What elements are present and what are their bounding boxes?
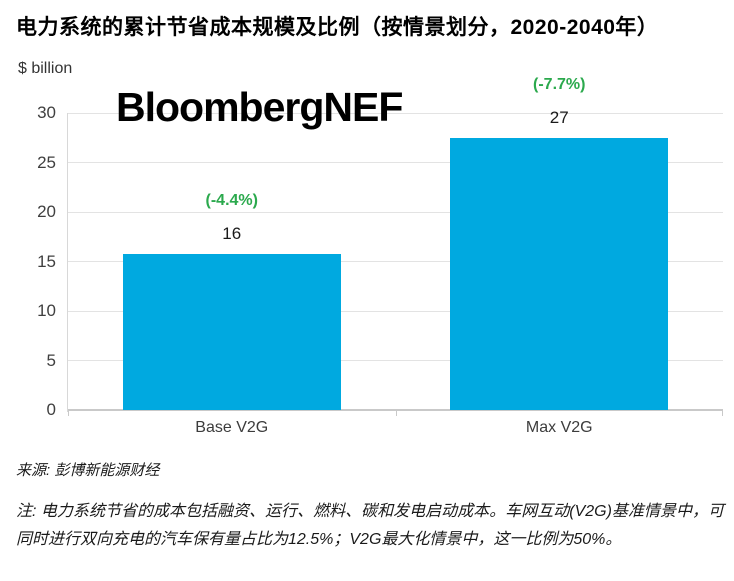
note-text: 注: 电力系统节省的成本包括融资、运行、燃料、碳和发电启动成本。车网互动(V2G… (16, 503, 724, 548)
x-axis-label-max-v2g: Max V2G (525, 419, 593, 436)
gridline-20 (68, 211, 723, 213)
y-tick-label-0: 0 (46, 400, 56, 419)
gridline-10 (68, 310, 723, 312)
x-axis-tick (68, 410, 69, 416)
bar-max-v2g (450, 137, 669, 410)
bar-base-v2g (122, 253, 341, 410)
gridline-15 (68, 261, 723, 262)
y-axis-line (67, 113, 68, 412)
source-line: 来源: 彭博新能源财经 (16, 462, 160, 479)
y-tick-label-15: 15 (37, 251, 56, 271)
gridline-5 (68, 360, 723, 361)
gridline-25 (68, 162, 723, 163)
y-tick-label-5: 5 (46, 350, 56, 370)
x-axis-tick (722, 410, 723, 416)
y-tick-label-10: 10 (37, 301, 56, 320)
watermark-logo: BloombergNEF (116, 84, 403, 130)
value-label-base-v2g: 16 (222, 223, 242, 243)
y-tick-label-30: 30 (37, 103, 56, 122)
x-axis-label-base-v2g: Base V2G (195, 419, 269, 436)
percent-annotation-max-v2g: (-7.7%) (533, 75, 586, 93)
plot-area: 0 5 10 15 20 25 30 16 (-4.4%) Base V2G 27 (-7.7%) Ma… (37, 76, 723, 436)
value-label-max-v2g: 27 (549, 107, 569, 127)
gridline-30 (68, 112, 723, 114)
y-tick-label-20: 20 (37, 202, 56, 221)
y-axis-unit-label: $ billion (18, 60, 73, 77)
x-axis-tick (395, 410, 397, 416)
percent-annotation-base-v2g: (-4.4%) (205, 191, 258, 209)
y-tick-label-25: 25 (37, 152, 56, 172)
page-title: 电力系统的累计节省成本规模及比例（按情景划分，2020-2040年） (16, 16, 659, 39)
